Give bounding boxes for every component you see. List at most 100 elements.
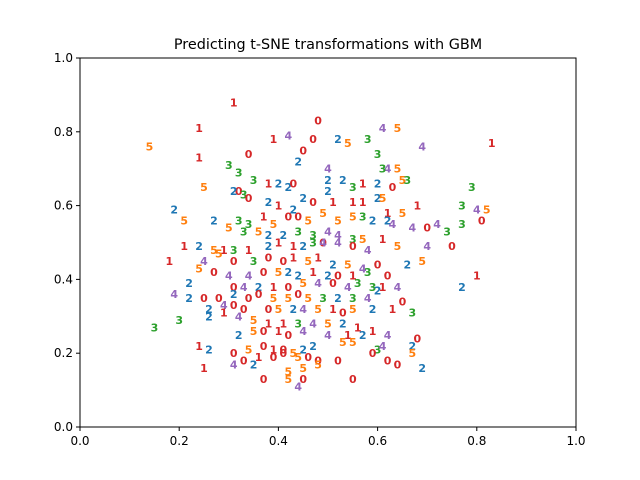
data-point: 5 [284,292,292,305]
data-point: 5 [314,358,322,371]
data-point: 5 [255,225,263,238]
data-point: 3 [245,218,253,231]
data-point: 1 [165,255,173,268]
data-point: 4 [309,318,317,331]
data-point: 5 [349,303,357,316]
data-point: 0 [265,251,273,264]
data-point: 3 [175,314,183,327]
data-point: 2 [205,303,213,316]
data-point: 2 [359,329,367,342]
data-point: 5 [418,255,426,268]
data-point: 0 [314,115,322,128]
data-point: 2 [299,240,307,253]
data-point: 0 [260,266,268,279]
y-tick-label: 0.4 [54,272,73,286]
data-point: 3 [225,159,233,172]
data-point: 4 [389,218,397,231]
data-point: 3 [250,255,258,268]
data-point: 0 [309,133,317,146]
data-point: 5 [284,366,292,379]
data-point: 0 [334,270,342,283]
data-point: 0 [270,351,278,364]
y-tick-label: 0.8 [54,125,73,139]
data-point: 3 [458,218,466,231]
data-point: 2 [265,196,273,209]
data-point: 1 [379,233,387,246]
data-point: 0 [240,355,248,368]
x-tick-label: 0.6 [368,434,387,448]
data-point: 0 [215,292,223,305]
data-point: 0 [399,296,407,309]
data-point: 1 [230,96,238,109]
data-point: 0 [339,307,347,320]
data-point: 2 [235,329,243,342]
data-point: 1 [275,325,283,338]
data-point: 3 [359,211,367,224]
data-point: 0 [245,292,253,305]
data-point: 0 [200,292,208,305]
data-point: 5 [180,214,188,227]
data-point: 3 [240,189,248,202]
data-point: 4 [359,262,367,275]
data-point: 0 [369,347,377,360]
data-point: 0 [299,144,307,157]
data-point: 2 [230,288,238,301]
y-tick-label: 0.6 [54,199,73,213]
data-point: 1 [389,303,397,316]
data-point: 0 [349,373,357,386]
data-point: 5 [399,207,407,220]
data-point: 5 [200,181,208,194]
data-point: 1 [220,244,228,257]
data-point: 2 [289,303,297,316]
data-point: 2 [309,340,317,353]
data-point: 5 [399,174,407,187]
data-point: 1 [245,244,253,257]
data-point: 4 [408,222,416,235]
plot-frame [79,57,577,428]
data-point: 5 [394,240,402,253]
data-point: 0 [280,344,288,357]
data-point: 0 [260,325,268,338]
data-point: 3 [349,292,357,305]
data-point: 1 [180,240,188,253]
data-point: 3 [364,133,372,146]
data-point: 2 [299,192,307,205]
data-point: 5 [314,303,322,316]
data-point: 3 [374,148,382,161]
data-point: 2 [334,292,342,305]
data-point: 1 [195,152,203,165]
data-point: 5 [284,373,292,386]
data-point: 0 [280,347,288,360]
data-point: 2 [230,185,238,198]
data-point: 4 [220,299,228,312]
data-point: 2 [369,303,377,316]
data-point: 1 [289,240,297,253]
y-tick-label: 0.2 [54,346,73,360]
data-point: 1 [195,340,203,353]
data-point: 1 [270,281,278,294]
data-point: 4 [334,229,342,242]
data-point: 2 [185,292,193,305]
data-point: 1 [349,270,357,283]
data-point: 4 [394,281,402,294]
data-point: 5 [275,303,283,316]
data-point: 0 [210,266,218,279]
data-point: 0 [384,355,392,368]
data-point: 0 [304,351,312,364]
data-point: 2 [408,340,416,353]
data-point: 0 [235,185,243,198]
data-point: 5 [359,233,367,246]
data-point: 1 [260,211,268,224]
data-point: 0 [255,288,263,301]
data-point: 3 [443,225,451,238]
data-point: 5 [270,292,278,305]
data-point: 5 [344,259,352,272]
data-point: 2 [374,177,382,190]
data-point: 3 [240,225,248,238]
data-point: 4 [384,329,392,342]
data-point: 2 [418,362,426,375]
data-point: 0 [240,303,248,316]
data-point: 2 [250,358,258,371]
data-point: 0 [284,281,292,294]
